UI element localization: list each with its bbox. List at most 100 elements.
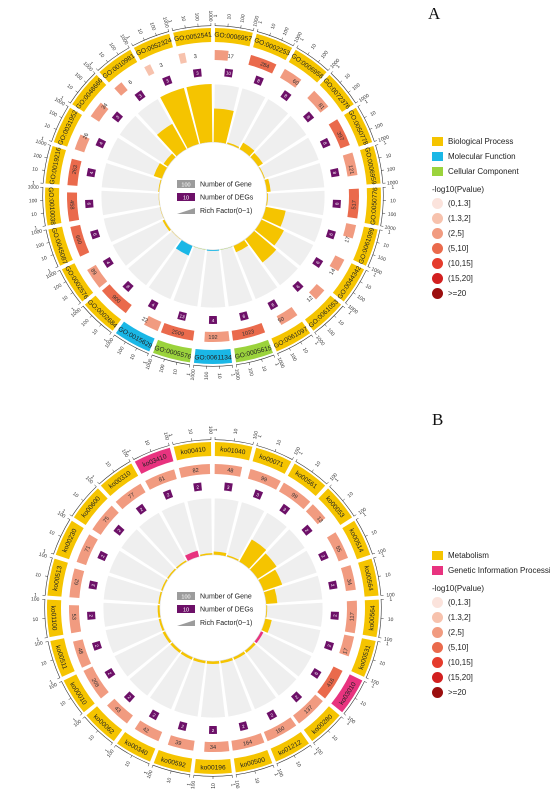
scale-tick-label: 10: [359, 700, 367, 708]
scale-tick: [378, 156, 382, 159]
scale-tick: [67, 517, 71, 520]
pvalue-legend-b: (0,1.3] (1.3,2] (2,5] (5,10] (10,15] (15,20] >…: [432, 595, 550, 700]
gene-count-bar: [134, 720, 163, 742]
gene-count-label: 62: [74, 579, 81, 586]
degs-count-box: [224, 68, 234, 78]
term-label-band: [53, 107, 82, 147]
scale-tick-label: 10: [336, 319, 344, 327]
gene-count-label: 48: [76, 647, 84, 655]
gene-count-label: 397: [335, 131, 344, 142]
scale-axis-line: [215, 439, 253, 445]
term-label-band: [153, 749, 193, 773]
gene-count-label: 900: [110, 294, 121, 305]
scale-tick: [380, 225, 384, 227]
scale-tick: [376, 242, 380, 244]
gene-count-label: 82: [192, 468, 199, 475]
scale-tick-label: 10: [330, 734, 338, 742]
rich-factor-bar: [261, 618, 272, 633]
scale-tick-label: 1000: [45, 270, 58, 280]
rich-factor-bar: [162, 219, 172, 232]
legend-item-metabolism: Metabolism: [432, 548, 550, 563]
gene-count-bar: [307, 90, 329, 113]
term-label-band: [318, 488, 353, 526]
pvalue-dot: [432, 258, 443, 269]
scale-tick: [342, 305, 346, 309]
term-label-band: [72, 74, 107, 112]
scale-tick: [311, 334, 314, 338]
scale-tick-label: 100: [48, 682, 58, 691]
degs-count-box: [280, 90, 292, 102]
degs-count-label: 4: [105, 260, 111, 265]
scale-axis-line: [97, 47, 130, 71]
gene-count-bar: [214, 464, 243, 477]
pvalue-legend-item: (10,15]: [432, 655, 550, 670]
rich-factor-bar: [213, 551, 227, 557]
scale-tick-label: 10: [211, 783, 217, 789]
degs-count-label: 4: [212, 318, 215, 323]
scale-axis-line: [330, 73, 356, 104]
scale-tick: [44, 156, 48, 159]
degs-count-box: [253, 75, 264, 86]
scale-tick-label: 100: [239, 14, 246, 23]
scale-axis-line: [45, 229, 59, 267]
scale-axis-line: [329, 486, 355, 517]
scale-tick-label: 100: [386, 592, 395, 599]
legend-item-mf: Molecular Function: [432, 149, 519, 164]
scale-tick-label: 1000: [314, 335, 326, 348]
gene-count-bar: [67, 158, 82, 186]
pvalue-dot: [432, 627, 443, 638]
scale-tick: [147, 763, 150, 767]
scale-tick-label: 100: [56, 510, 66, 520]
scale-tick-label: 1: [34, 225, 38, 231]
key-gene-label: Number of Gene: [200, 594, 252, 601]
scale-axis-line: [115, 745, 150, 765]
gene-count-label: 77: [128, 492, 137, 501]
scale-tick-label: 1000: [53, 97, 66, 108]
term-label-band: [252, 447, 292, 474]
scale-tick: [44, 575, 49, 577]
scale-tick-label: 1: [362, 512, 368, 519]
scale-tick: [256, 442, 258, 446]
scale-tick-label: 10: [32, 617, 38, 623]
scale-tick-label: 100: [233, 780, 240, 789]
gene-count-label: 75: [102, 516, 111, 525]
term-label-band: [351, 638, 376, 677]
degs-count-label: 6: [86, 202, 91, 205]
scale-tick-label: 1000: [378, 134, 391, 143]
degs-count-box: [239, 311, 249, 321]
degs-count-label: 2: [330, 583, 335, 587]
scale-tick-label: 10: [369, 110, 377, 118]
degs-count-label: 2: [107, 671, 113, 676]
scale-tick: [147, 353, 149, 357]
term-id-label: ko00410: [180, 446, 206, 456]
scale-tick-label: 10: [314, 460, 322, 468]
pvalue-label: (1.3,2]: [448, 613, 471, 622]
scale-tick-label: 100: [293, 446, 302, 456]
term-id-label: ko00564: [368, 605, 377, 631]
term-label-band: [358, 558, 379, 597]
gene-count-label: 13: [315, 516, 324, 525]
term-label-band: [233, 749, 273, 773]
pvalue-legend-item: (0,1.3]: [432, 196, 519, 211]
rich-factor-bar: [233, 239, 249, 253]
scale-tick: [295, 459, 298, 462]
scale-tick: [372, 254, 376, 256]
rich-factor-bar: [175, 560, 187, 569]
rich-factor-bar: [213, 108, 234, 144]
legend-panel-b: Metabolism Genetic Information Processin…: [432, 548, 550, 700]
scale-tick-label: 100: [148, 22, 157, 32]
gene-count-bar: [328, 119, 350, 149]
degs-count-box: [111, 111, 124, 123]
scale-tick: [167, 28, 169, 32]
scale-tick: [143, 37, 145, 41]
degs-count-box: [95, 137, 107, 149]
degs-count-box: [104, 668, 116, 679]
scale-tick-label: 10: [71, 491, 79, 499]
term-label-band: [214, 442, 253, 461]
scale-tick: [65, 104, 69, 107]
scale-tick: [354, 697, 358, 700]
pvalue-dot: [432, 213, 443, 224]
term-label-band: [353, 226, 378, 266]
scale-axis-line: [173, 439, 211, 445]
legend-label-cc: Cellular Component: [448, 167, 519, 176]
